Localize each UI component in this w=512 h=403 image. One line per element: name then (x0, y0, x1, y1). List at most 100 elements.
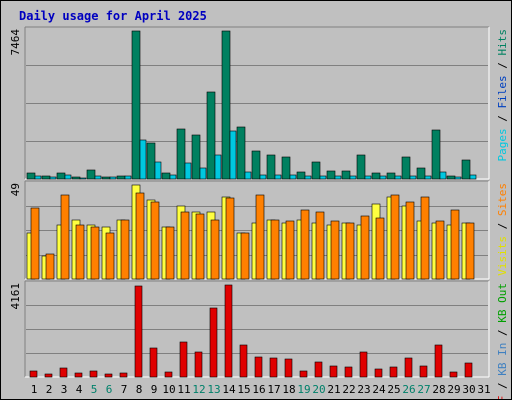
bar-pages-day-13 (214, 154, 222, 180)
bar-hits-day-12 (191, 134, 201, 180)
x-tick-label-day-12: 12 (192, 383, 205, 396)
x-tick-label-day-13: 13 (207, 383, 220, 396)
bar-hits-day-5 (86, 169, 96, 180)
bar-sites-day-8 (135, 192, 145, 280)
bar-sites-day-13 (210, 219, 220, 280)
bar-sites-day-30 (465, 222, 475, 280)
panel-max-label: 4161 (9, 283, 22, 310)
x-tick-label-day-5: 5 (91, 383, 98, 396)
bar-sites-day-9 (150, 201, 160, 280)
bar-pages-day-5 (94, 175, 102, 180)
bar-hits-day-3 (56, 172, 66, 180)
axis-label-part: KB In (496, 343, 509, 376)
bar-pages-day-16 (259, 174, 267, 180)
bar-kbf-day-11 (179, 341, 188, 378)
panel-bottom: 4161 KB F / KB In / KB Out (9, 280, 509, 403)
bar-pages-day-4 (79, 177, 87, 180)
bar-kbf-day-25 (389, 366, 398, 378)
bar-kbf-day-15 (239, 344, 248, 378)
x-tick-label-day-23: 23 (357, 383, 370, 396)
axis-label-part: / (496, 109, 509, 129)
bar-kbf-day-29 (449, 371, 458, 378)
axis-label-part: Pages (496, 128, 509, 161)
bar-sites-day-3 (60, 194, 70, 280)
bar-hits-day-18 (281, 156, 291, 180)
bar-pages-day-17 (274, 174, 282, 180)
bar-kbf-day-28 (434, 344, 443, 378)
x-tick-label-day-10: 10 (162, 383, 175, 396)
bar-hits-day-2 (41, 175, 51, 180)
bar-sites-day-28 (435, 220, 445, 280)
x-tick-label-day-19: 19 (297, 383, 310, 396)
axis-label-part: / (496, 56, 509, 76)
bar-hits-day-28 (431, 129, 441, 180)
bar-sites-day-1 (30, 207, 40, 280)
bar-kbf-day-1 (29, 370, 38, 378)
bar-sites-day-2 (45, 253, 55, 280)
x-tick-label-day-16: 16 (252, 383, 265, 396)
bar-kbf-day-16 (254, 356, 263, 378)
bar-hits-day-21 (326, 170, 336, 180)
bar-sites-day-27 (420, 196, 430, 280)
panel-axis-label: KB F / KB In / KB Out (496, 283, 509, 399)
bar-pages-day-8 (139, 139, 147, 180)
bar-sites-day-21 (330, 220, 340, 280)
x-tick-label-day-3: 3 (61, 383, 68, 396)
bar-hits-day-29 (446, 175, 456, 180)
bar-pages-day-18 (289, 174, 297, 180)
chart-title: Daily usage for April 2025 (19, 9, 207, 23)
panel-axis-label: Visits / Sites (496, 183, 509, 276)
x-tick-label-day-20: 20 (312, 383, 325, 396)
bar-hits-day-7 (116, 175, 126, 180)
x-tick-label-day-21: 21 (327, 383, 340, 396)
x-tick-label-day-31: 31 (477, 383, 490, 396)
x-tick-label-day-11: 11 (177, 383, 190, 396)
x-tick-label-day-22: 22 (342, 383, 355, 396)
bar-hits-day-22 (341, 170, 351, 180)
bar-hits-day-26 (401, 156, 411, 180)
bar-hits-day-11 (176, 128, 186, 180)
bar-pages-day-22 (349, 175, 357, 180)
panel-middle: 49 Visits / Sites (9, 180, 509, 280)
bar-sites-day-18 (285, 220, 295, 280)
panel-axis-label: Pages / Files / Hits (496, 29, 509, 162)
bar-pages-day-23 (364, 175, 372, 180)
bar-kbf-day-30 (464, 362, 473, 378)
axis-label-part: Visits (496, 236, 509, 276)
bar-kbf-day-13 (209, 307, 218, 378)
bar-sites-day-29 (450, 209, 460, 280)
x-tick-label-day-27: 27 (417, 383, 430, 396)
panel-max-label: 49 (9, 183, 22, 196)
bar-sites-day-24 (375, 217, 385, 280)
bar-hits-day-15 (236, 126, 246, 180)
bar-pages-day-26 (409, 175, 417, 180)
bar-pages-day-24 (379, 175, 387, 180)
x-tick-label-day-14: 14 (222, 383, 236, 396)
bar-kbf-day-27 (419, 365, 428, 378)
bar-pages-day-2 (49, 176, 57, 180)
bar-kbf-day-7 (119, 372, 128, 378)
bar-kbf-day-8 (134, 285, 143, 378)
bar-pages-day-19 (304, 175, 312, 180)
bar-pages-day-27 (424, 175, 432, 180)
bar-pages-day-29 (454, 176, 462, 180)
bar-pages-day-20 (319, 175, 327, 180)
x-tick-label-day-4: 4 (76, 383, 83, 396)
bar-kbf-day-3 (59, 367, 68, 378)
bar-pages-day-21 (334, 175, 342, 180)
bar-pages-day-3 (64, 174, 72, 180)
bar-hits-day-30 (461, 159, 471, 180)
x-tick-label-day-2: 2 (46, 383, 53, 396)
x-tick-label-day-6: 6 (106, 383, 113, 396)
bar-sites-day-10 (165, 226, 175, 280)
bar-sites-day-26 (405, 201, 415, 280)
bar-hits-day-6 (101, 176, 111, 180)
bar-pages-day-6 (109, 176, 117, 180)
bar-hits-day-8 (131, 30, 141, 180)
bar-sites-day-4 (75, 224, 85, 280)
bar-kbf-day-23 (359, 351, 368, 378)
bar-hits-day-20 (311, 161, 321, 180)
bar-kbf-day-10 (164, 371, 173, 378)
bar-sites-day-7 (120, 219, 130, 280)
